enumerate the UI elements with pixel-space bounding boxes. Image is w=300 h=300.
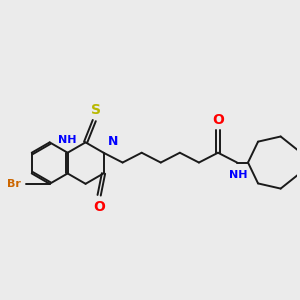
Text: O: O xyxy=(93,200,105,214)
Text: NH: NH xyxy=(229,170,248,180)
Text: N: N xyxy=(108,135,118,148)
Text: Br: Br xyxy=(8,179,21,189)
Text: S: S xyxy=(92,103,101,117)
Text: NH: NH xyxy=(58,135,77,145)
Text: O: O xyxy=(212,112,224,127)
